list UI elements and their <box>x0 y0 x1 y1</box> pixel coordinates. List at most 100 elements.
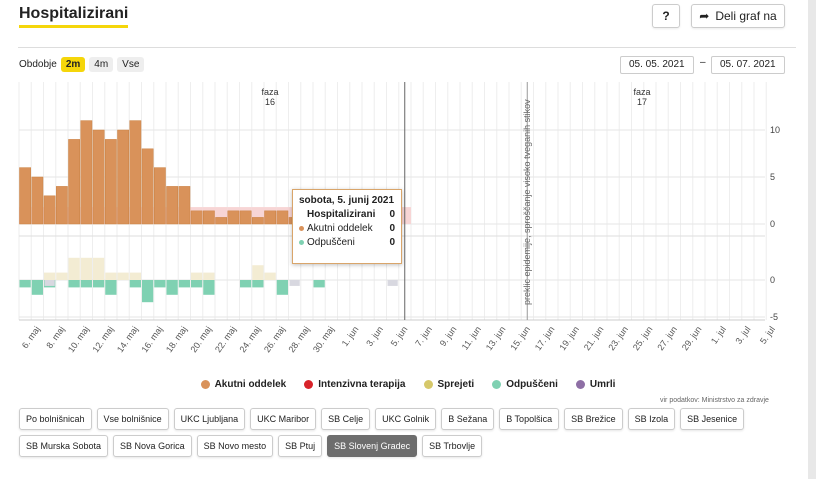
legend-item-admitted[interactable]: Sprejeti <box>423 379 474 390</box>
x-tick-label: 22. maj <box>213 324 238 354</box>
discharged-bar <box>80 280 92 288</box>
legend-item-discharged[interactable]: Odpuščeni <box>492 379 558 390</box>
tooltip-acute-label: Akutni oddelek <box>307 223 373 234</box>
hospital-filter-button[interactable]: SB Slovenj Gradec <box>327 435 418 457</box>
tooltip-row-acute: Akutni oddelek 0 <box>293 220 401 234</box>
x-tick-label: 5. jul <box>758 324 777 345</box>
x-tick-label: 26. maj <box>262 324 287 354</box>
header-divider <box>18 47 796 48</box>
hospital-filter-button[interactable]: SB Murska Sobota <box>19 435 109 457</box>
admitted-bar <box>44 272 56 280</box>
data-source: vir podatkov: Ministrstvo za zdravje <box>660 397 769 404</box>
legend-item-acute[interactable]: Akutni oddelek <box>200 379 286 390</box>
acute-bar <box>154 167 166 225</box>
legend-label: Umrli <box>589 379 616 390</box>
help-button[interactable]: ? <box>652 4 680 28</box>
x-tick-label: 15. jun <box>508 324 532 352</box>
hospital-filter-button[interactable]: UKC Golnik <box>375 408 437 430</box>
hospital-filter-button[interactable]: SB Izola <box>627 408 676 430</box>
period-4m-button[interactable]: 4m <box>89 57 114 72</box>
tooltip-acute-value: 0 <box>389 223 395 234</box>
hospital-filter-button[interactable]: SB Trbovlje <box>422 435 483 457</box>
discharged-dot-icon <box>299 240 304 245</box>
hospital-filter-button[interactable]: SB Brežice <box>564 408 623 430</box>
period-label: Obdobje <box>19 59 57 70</box>
acute-bar <box>264 210 276 225</box>
x-tick-label: 1. jul <box>709 324 728 345</box>
annotation-phase-17-line1: faza <box>633 87 650 97</box>
x-tick-label: 5. jun <box>389 324 410 348</box>
period-all-button[interactable]: Vse <box>117 57 145 72</box>
hospital-filter-button[interactable]: B Topolšica <box>499 408 560 430</box>
chart-tooltip: sobota, 5. junij 2021 Hospitalizirani 0 … <box>292 189 402 264</box>
acute-bar <box>68 139 80 225</box>
legend-swatch-icon <box>423 380 433 389</box>
acute-bar <box>276 210 289 225</box>
admitted-bar <box>68 257 80 280</box>
annotation-phase-17-line2: 17 <box>637 97 647 107</box>
zero-marker-bar <box>289 280 300 286</box>
acute-bar <box>215 217 227 225</box>
tooltip-discharged-label: Odpuščeni <box>307 237 355 248</box>
discharged-bar <box>19 280 31 288</box>
tooltip-title: sobota, 5. junij 2021 <box>299 195 395 206</box>
page-title: Hospitalizirani <box>19 5 129 28</box>
admitted-bar <box>80 257 92 280</box>
x-tick-label: 20. maj <box>188 324 213 354</box>
x-tick-label: 3. jun <box>364 324 385 348</box>
page-scrollbar[interactable] <box>808 0 816 479</box>
hospital-filter-button[interactable]: SB Nova Gorica <box>113 435 192 457</box>
acute-bar <box>141 148 154 225</box>
tooltip-total-label: Hospitalizirani <box>307 209 376 220</box>
legend-item-icu[interactable]: Intenzivna terapija <box>304 379 406 390</box>
x-tick-label: 25. jun <box>631 324 655 352</box>
legend-swatch-icon <box>304 380 314 389</box>
x-tick-label: 30. maj <box>311 324 336 354</box>
x-tick-label: 18. maj <box>164 324 189 354</box>
x-tick-label: 11. jun <box>460 324 483 351</box>
x-tick-label: 14. maj <box>115 324 140 354</box>
acute-bar <box>239 210 252 225</box>
acute-bar <box>227 210 240 225</box>
period-2m-button[interactable]: 2m <box>60 57 86 72</box>
acute-bar <box>129 120 142 225</box>
share-button[interactable]: ➦ Deli graf na <box>691 4 785 28</box>
acute-bar <box>178 186 191 225</box>
legend-label: Odpuščeni <box>506 379 558 390</box>
discharged-bar <box>166 280 178 295</box>
x-tick-label: 10. maj <box>66 324 91 354</box>
acute-bar <box>252 217 264 225</box>
acute-bar <box>19 167 31 225</box>
hospital-filter-button[interactable]: SB Novo mesto <box>196 435 274 457</box>
acute-bar <box>203 210 215 225</box>
acute-bar <box>105 139 117 225</box>
date-to-input[interactable]: 05. 07. 2021 <box>711 56 785 74</box>
admitted-bar <box>105 272 117 280</box>
hospital-filter-button[interactable]: B Sežana <box>441 408 495 430</box>
admitted-bar <box>129 272 141 280</box>
discharged-bar <box>191 280 203 288</box>
hospital-filter-button[interactable]: SB Ptuj <box>278 435 323 457</box>
x-tick-label: 23. jun <box>606 324 630 352</box>
discharged-bar <box>313 280 325 288</box>
date-from-input[interactable]: 05. 05. 2021 <box>620 56 694 74</box>
discharged-bar <box>142 280 154 303</box>
x-tick-label: 29. jun <box>680 324 704 352</box>
hospital-filter-button[interactable]: Po bolnišnicah <box>19 408 92 430</box>
x-tick-label: 27. jun <box>655 324 679 352</box>
discharged-bar <box>68 280 80 288</box>
hospital-filter-button[interactable]: SB Jesenice <box>680 408 745 430</box>
x-tick-label: 16. maj <box>139 324 164 354</box>
y-tick-label: 0 <box>770 219 775 229</box>
legend-item-deceased[interactable]: Umrli <box>575 379 616 390</box>
acute-bar <box>190 210 203 225</box>
discharged-bar <box>129 280 141 288</box>
acute-bar <box>166 186 178 225</box>
x-tick-label: 12. maj <box>90 324 115 354</box>
hospital-filter-button[interactable]: UKC Ljubljana <box>173 408 246 430</box>
hospital-filter-button[interactable]: SB Celje <box>321 408 371 430</box>
hospital-filter-button[interactable]: Vse bolnišnice <box>96 408 169 430</box>
hospital-filter-button[interactable]: UKC Maribor <box>250 408 317 430</box>
discharged-bar <box>105 280 117 295</box>
y-tick-label: 10 <box>770 125 780 135</box>
